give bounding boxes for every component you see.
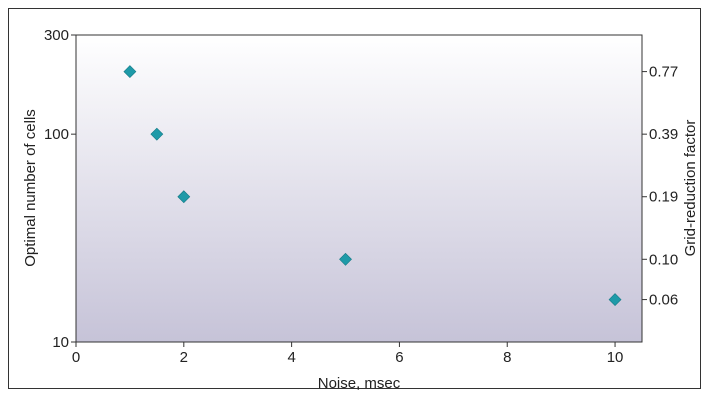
y2-tick-label: 0.19	[649, 189, 678, 206]
x-axis-label: Noise, msec	[318, 375, 401, 392]
y-tick-label: 300	[44, 27, 69, 44]
data-point-diamond	[150, 127, 164, 141]
data-point-diamond	[177, 190, 191, 204]
data-point-diamond	[608, 293, 622, 307]
x-tick-label: 10	[607, 349, 624, 366]
y2-axis-ticks: 0.77 0.39 0.19 0.10 0.06	[642, 64, 678, 309]
y-axis-label: Optimal number of cells	[22, 109, 39, 267]
y-axis-ticks: 10 100 300	[44, 27, 76, 351]
x-tick-label: 4	[287, 349, 295, 366]
x-tick-label: 8	[503, 349, 511, 366]
x-axis-ticks: 0 2 4 6 8 10	[72, 342, 624, 366]
data-points	[123, 65, 622, 307]
y2-tick-label: 0.39	[649, 126, 678, 143]
x-tick-label: 6	[395, 349, 403, 366]
data-point-diamond	[339, 252, 352, 266]
x-tick-label: 0	[72, 349, 80, 366]
data-point-diamond	[123, 65, 137, 79]
y2-tick-label: 0.77	[649, 64, 678, 81]
y-tick-label: 100	[44, 126, 69, 143]
y2-tick-label: 0.06	[649, 292, 678, 309]
y-tick-label: 10	[52, 334, 69, 351]
plot-area	[75, 34, 643, 343]
y2-tick-label: 0.10	[649, 251, 678, 268]
y2-axis-label: Grid-reduction factor	[682, 120, 699, 257]
x-tick-label: 2	[180, 349, 188, 366]
